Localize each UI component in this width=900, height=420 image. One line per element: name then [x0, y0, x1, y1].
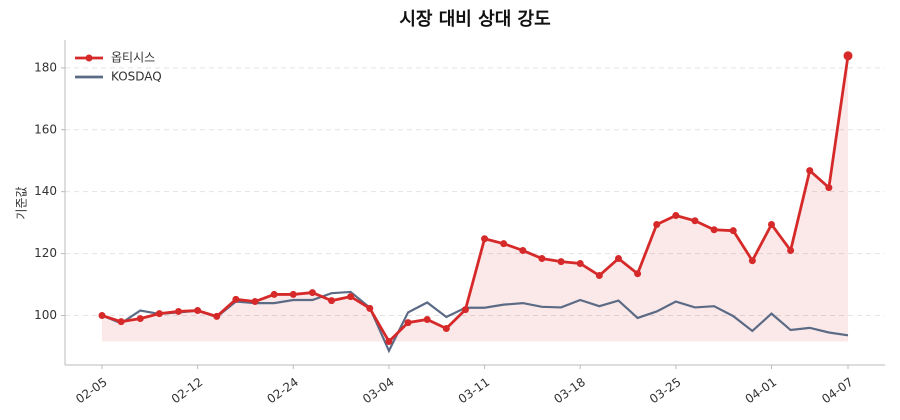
point	[461, 306, 469, 314]
point	[767, 220, 775, 228]
legend-label: 옵티시스	[111, 51, 155, 65]
point	[194, 307, 202, 315]
point	[748, 257, 756, 265]
x-tick-label: 03-11	[456, 375, 493, 406]
y-tick-label: 160	[34, 122, 57, 136]
point	[270, 290, 278, 298]
point	[117, 318, 125, 326]
x-tick-label: 02-05	[73, 375, 110, 406]
point	[595, 272, 603, 280]
point	[328, 297, 336, 305]
x-tick-label: 03-04	[360, 375, 397, 406]
legend-label: KOSDAQ	[111, 70, 162, 84]
x-tick-label: 03-18	[551, 375, 588, 406]
y-tick-label: 120	[34, 246, 57, 260]
y-axis-label: 기준값	[15, 186, 29, 219]
y-tick-label: 140	[34, 184, 57, 198]
point	[385, 337, 393, 345]
point	[806, 167, 814, 175]
point	[557, 258, 565, 266]
x-tick-label: 02-12	[169, 375, 206, 406]
x-tick-label: 04-07	[819, 375, 856, 406]
point	[825, 184, 833, 192]
point	[538, 255, 546, 263]
point	[155, 310, 163, 318]
point	[653, 220, 661, 228]
point	[519, 246, 527, 254]
chart-title: 시장 대비 상대 강도	[399, 9, 550, 30]
point	[366, 304, 374, 312]
point	[98, 311, 106, 319]
x-tick-label: 03-25	[647, 375, 684, 406]
point	[136, 315, 144, 323]
y-tick-label: 100	[34, 308, 57, 322]
x-tick-label: 02-24	[264, 375, 301, 406]
point	[481, 235, 489, 243]
point	[634, 270, 642, 278]
point	[232, 295, 240, 303]
point	[308, 289, 316, 297]
y-tick-label: 180	[34, 60, 57, 74]
x-tick-label: 04-01	[743, 375, 780, 406]
point	[251, 298, 259, 306]
point	[614, 255, 622, 263]
point	[500, 240, 508, 248]
point	[843, 51, 853, 61]
point	[404, 319, 412, 327]
point	[672, 212, 680, 219]
point	[710, 226, 718, 234]
point	[213, 312, 221, 320]
point	[423, 316, 431, 323]
point	[175, 307, 183, 315]
point	[691, 217, 699, 225]
point	[729, 227, 737, 235]
point	[289, 290, 297, 298]
point	[787, 246, 795, 254]
point	[442, 324, 450, 332]
area-fill	[102, 55, 848, 342]
legend-marker	[85, 54, 93, 62]
point	[347, 293, 355, 301]
point	[576, 259, 584, 267]
series-line	[101, 55, 850, 344]
